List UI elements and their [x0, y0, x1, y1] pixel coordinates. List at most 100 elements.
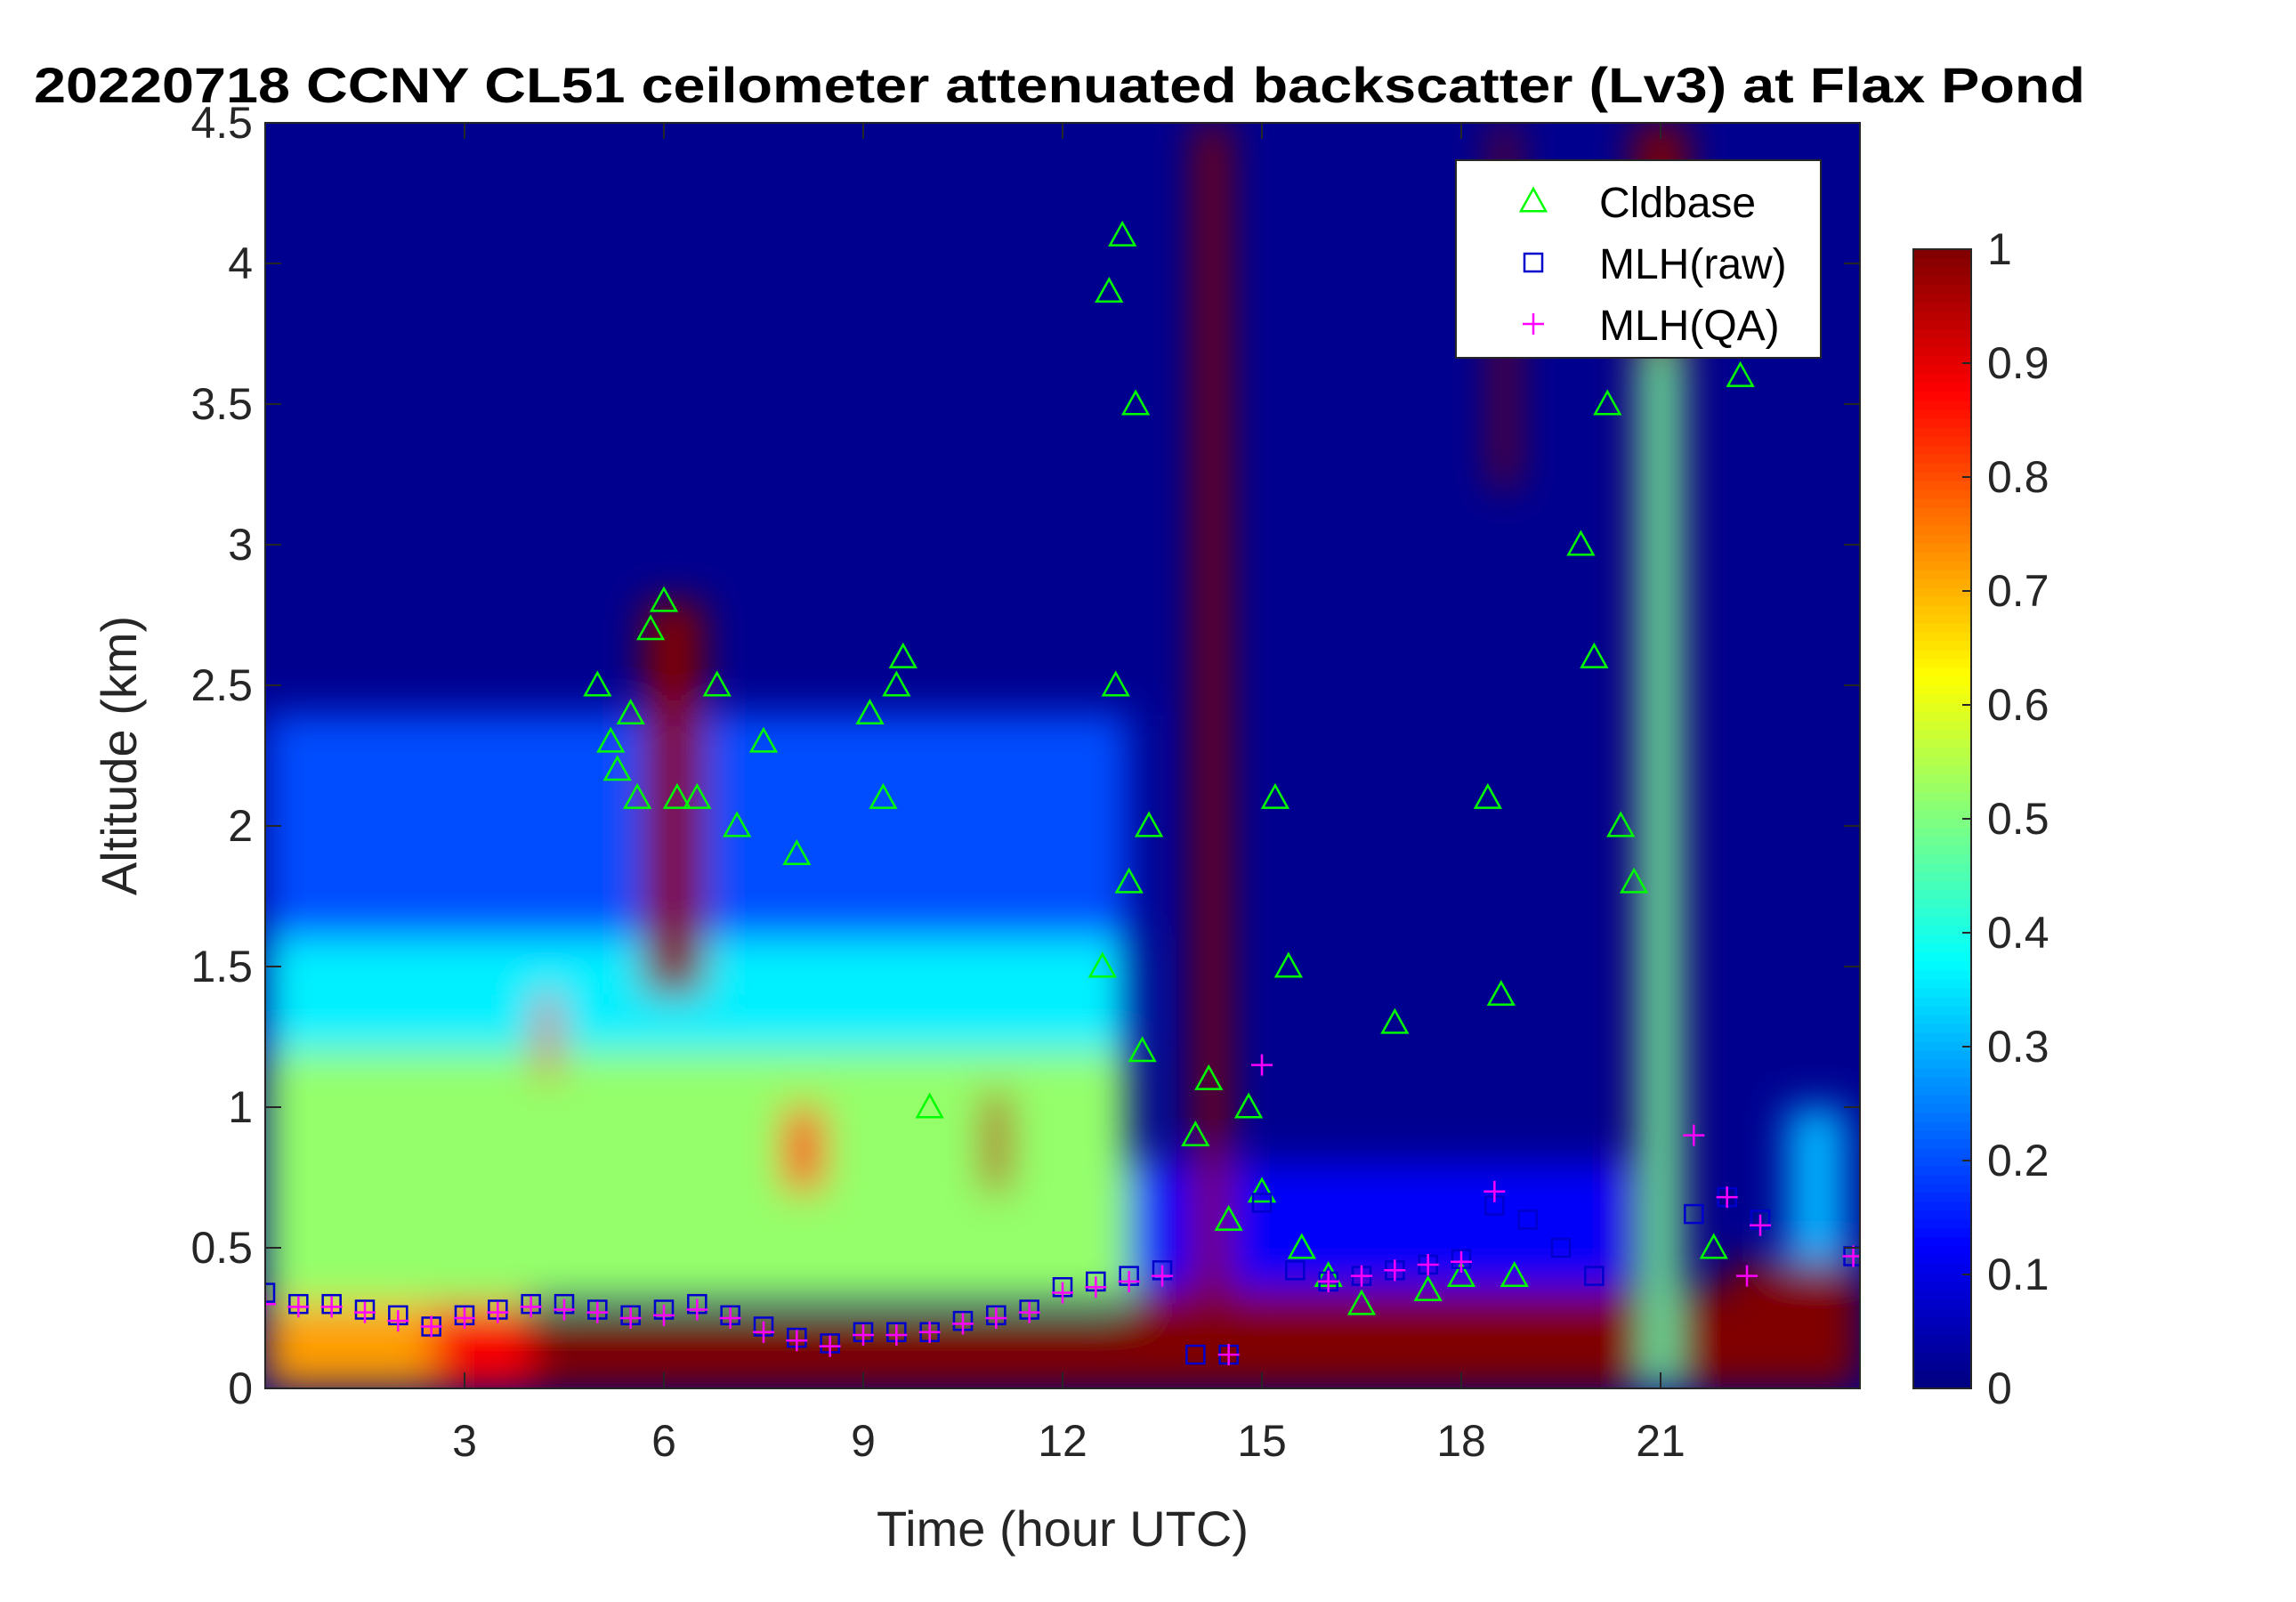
cldbase-marker: [1194, 1064, 1224, 1090]
colorbar-segment: [1913, 863, 1971, 873]
cldbase-marker: [1214, 1204, 1243, 1231]
colorbar-segment: [1913, 774, 1971, 784]
mlh-qa-marker: [1217, 1344, 1240, 1366]
colorbar-segment: [1913, 320, 1971, 330]
colorbar-segment: [1913, 525, 1971, 535]
heatmap-cell: [783, 1107, 824, 1192]
colorbar-segment: [1913, 392, 1971, 401]
colorbar-segment: [1913, 1157, 1971, 1167]
colorbar-segment: [1913, 516, 1971, 526]
y-tick-label: 4.5: [190, 98, 253, 148]
heatmap-cell: [643, 601, 704, 995]
colorbar-segment: [1913, 952, 1971, 962]
colorbar-segment: [1913, 846, 1971, 855]
y-tick-label: 0: [228, 1363, 253, 1413]
x-tick-label: 15: [1237, 1416, 1287, 1466]
mlh-qa-marker: [686, 1299, 708, 1321]
colorbar-tick-label: 0.2: [1987, 1136, 2049, 1185]
colorbar-segment: [1913, 1202, 1971, 1211]
mlh-raw-marker: [1550, 1237, 1572, 1258]
colorbar-segment: [1913, 303, 1971, 312]
colorbar-segment: [1913, 249, 1971, 259]
colorbar-segment: [1913, 961, 1971, 971]
cldbase-marker: [1128, 1036, 1157, 1063]
colorbar: 0 0.1 0.2 0.3 0.4 0.5 0.6 0.7 0.8 0.9 1: [1912, 224, 2049, 1413]
mlh-qa-marker: [387, 1310, 409, 1332]
colorbar-segment: [1913, 1353, 1971, 1363]
cldbase-marker: [683, 782, 712, 809]
colorbar-segment: [1913, 267, 1971, 277]
cldbase-marker: [1446, 1261, 1476, 1288]
colorbar-segment: [1913, 641, 1971, 651]
legend: Cldbase MLH(raw) MLH(QA): [1455, 159, 1822, 359]
colorbar-segment: [1913, 765, 1971, 775]
colorbar-tick-label: 0.8: [1987, 452, 2049, 502]
cldbase-marker: [888, 642, 918, 668]
cldbase-marker: [1101, 670, 1130, 697]
colorbar-segment: [1913, 454, 1971, 464]
colorbar-segment: [1913, 1317, 1971, 1327]
colorbar-segment: [1913, 694, 1971, 704]
colorbar-segment: [1913, 1344, 1971, 1354]
mlh-qa-marker: [853, 1323, 874, 1346]
colorbar-segment: [1913, 979, 1971, 989]
colorbar-segment: [1913, 890, 1971, 900]
mlh-qa-marker: [1085, 1276, 1107, 1299]
y-tick-label: 2: [228, 801, 253, 851]
legend-label-mlh-qa: MLH(QA): [1599, 303, 1780, 350]
mlh-qa-marker: [1384, 1259, 1406, 1282]
mlh-qa-marker: [1683, 1124, 1705, 1146]
legend-label-mlh-raw: MLH(raw): [1599, 241, 1787, 288]
colorbar-segment: [1913, 1015, 1971, 1024]
mlh-qa-marker: [586, 1301, 609, 1323]
colorbar-segment: [1913, 1290, 1971, 1300]
mlh-qa-marker: [1750, 1214, 1771, 1236]
colorbar-segment: [1913, 490, 1971, 499]
cldbase-marker: [748, 726, 779, 753]
y-tick-label: 4: [228, 239, 253, 288]
colorbar-segment: [1913, 570, 1971, 579]
colorbar-segment: [1913, 676, 1971, 686]
cldbase-marker: [602, 755, 632, 781]
cldbase-marker: [1273, 951, 1303, 978]
colorbar-segment: [1913, 1380, 1971, 1389]
colorbar-segment: [1913, 605, 1971, 615]
chart-title: 20220718 CCNY CL51 ceilometer attenuated…: [34, 57, 2085, 113]
colorbar-segment: [1913, 1193, 1971, 1202]
colorbar-segment: [1913, 988, 1971, 998]
colorbar-segment: [1913, 1228, 1971, 1238]
mlh-qa-marker: [287, 1296, 310, 1318]
heatmap-cell: [1726, 1261, 1860, 1388]
mlh-qa-marker: [1251, 1054, 1273, 1076]
y-tick-label: 3.5: [190, 379, 253, 429]
colorbar-segment: [1913, 1326, 1971, 1336]
colorbar-segment: [1913, 801, 1971, 811]
colorbar-segment: [1913, 1148, 1971, 1158]
colorbar-segment: [1913, 258, 1971, 268]
colorbar-segment: [1913, 374, 1971, 384]
colorbar-segment: [1913, 917, 1971, 926]
colorbar-segment: [1913, 596, 1971, 606]
colorbar-segment: [1913, 1308, 1971, 1318]
colorbar-segment: [1913, 383, 1971, 392]
colorbar-segment: [1913, 881, 1971, 891]
cldbase-marker: [1726, 360, 1755, 387]
colorbar-segment: [1913, 623, 1971, 633]
colorbar-segment: [1913, 837, 1971, 846]
cldbase-marker: [1108, 220, 1137, 247]
y-axis: 0 0.5 1 1.5 2 2.5 3 3.5 4 4.5: [190, 98, 1860, 1413]
colorbar-segment: [1913, 294, 1971, 303]
colorbar-segment: [1913, 1282, 1971, 1291]
colorbar-segment: [1913, 668, 1971, 677]
cldbase-marker: [1606, 811, 1636, 837]
mlh-raw-marker: [1584, 1266, 1605, 1286]
cldbase-marker: [1181, 1121, 1210, 1147]
colorbar-segment: [1913, 400, 1971, 410]
colorbar-segment: [1913, 899, 1971, 909]
colorbar-segment: [1913, 1255, 1971, 1265]
mlh-raw-marker: [1285, 1260, 1306, 1281]
colorbar-segment: [1913, 1184, 1971, 1193]
cldbase-marker: [915, 1092, 944, 1119]
mlh-raw-marker: [1185, 1344, 1206, 1365]
